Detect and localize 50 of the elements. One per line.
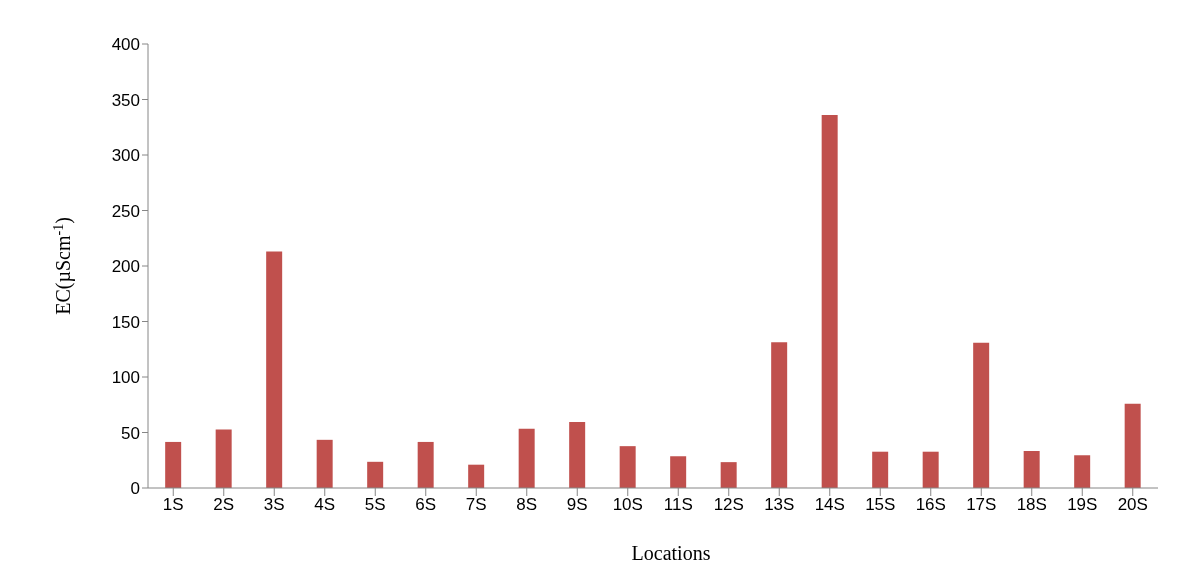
x-tick-label: 11S	[663, 495, 693, 515]
x-tick-label: 17S	[966, 495, 997, 515]
x-tick-label: 12S	[713, 495, 744, 515]
x-tick-label: 1S	[162, 495, 184, 515]
x-tick-label: 20S	[1117, 495, 1148, 515]
y-tick-label: 50	[121, 423, 140, 443]
x-tick-label: 8S	[516, 495, 538, 515]
bar	[670, 456, 687, 488]
x-tick-label: 13S	[764, 495, 795, 515]
x-tick-label: 14S	[814, 495, 845, 515]
y-tick-label: 300	[111, 146, 140, 166]
y-tick-label: 0	[130, 479, 140, 499]
x-axis-title: Locations	[631, 542, 711, 564]
x-tick-label: 9S	[566, 495, 588, 515]
x-tick-label: 16S	[915, 495, 946, 515]
bar	[1023, 451, 1040, 488]
y-tick-label: 350	[111, 90, 140, 110]
bar	[922, 451, 939, 488]
x-tick-label: 10S	[612, 495, 643, 515]
x-tick-label: 7S	[465, 495, 487, 515]
bar	[619, 446, 636, 488]
bar	[266, 251, 283, 488]
y-tick-label: 150	[111, 312, 140, 332]
bar	[1074, 455, 1091, 488]
bar	[1124, 403, 1141, 488]
y-tick-label: 200	[111, 257, 140, 277]
y-tick-label: 400	[111, 35, 140, 55]
bar	[518, 428, 535, 488]
bar	[417, 441, 434, 488]
bar	[720, 462, 737, 488]
x-tick-label: 19S	[1067, 495, 1098, 515]
bar	[367, 461, 384, 488]
bar	[821, 115, 838, 488]
bar	[569, 422, 586, 488]
x-tick-label: 5S	[364, 495, 386, 515]
x-tick-label: 18S	[1016, 495, 1047, 515]
bar	[215, 429, 232, 488]
x-tick-label: 2S	[213, 495, 235, 515]
y-tick-label: 250	[111, 201, 140, 221]
y-tick-label: 100	[111, 368, 140, 388]
x-tick-label: 15S	[865, 495, 896, 515]
bar	[771, 342, 788, 488]
bar	[316, 439, 333, 488]
x-tick-label: 6S	[415, 495, 437, 515]
bar	[872, 451, 889, 488]
x-tick-label: 3S	[263, 495, 285, 515]
bar	[468, 464, 485, 488]
x-tick-label: 4S	[314, 495, 336, 515]
bar	[165, 441, 182, 488]
bar	[973, 342, 990, 488]
